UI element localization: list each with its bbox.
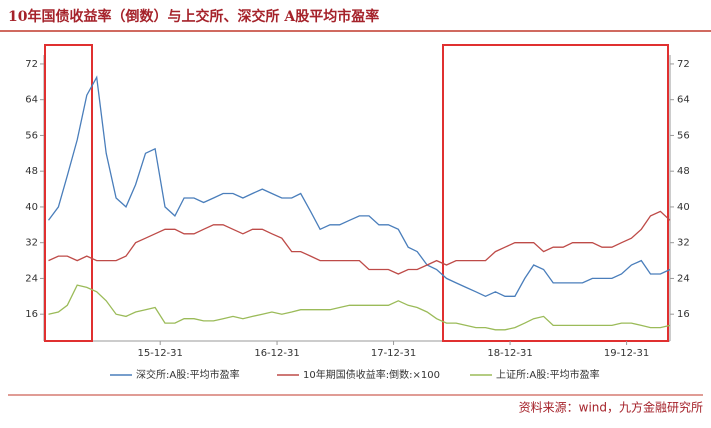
y-tick-label: 40	[25, 202, 38, 213]
highlight-box	[442, 44, 669, 342]
x-tick-label: 16-12-31	[254, 348, 299, 359]
highlight-box	[44, 44, 93, 342]
legend-label: 深交所:A股:平均市盈率	[136, 368, 240, 381]
y2-tick-label: 32	[677, 238, 690, 249]
y2-tick-label: 48	[677, 166, 690, 177]
y-tick-label: 24	[25, 273, 38, 284]
x-tick-label: 15-12-31	[138, 348, 183, 359]
y-tick-label: 48	[25, 166, 38, 177]
series-line	[48, 210, 671, 275]
y-tick-label: 16	[25, 309, 38, 320]
legend-label: 上证所:A股:平均市盈率	[496, 368, 600, 381]
x-tick-label: 19-12-31	[604, 348, 649, 359]
y2-tick-label: 56	[677, 130, 690, 141]
y2-tick-label: 16	[677, 309, 690, 320]
series-line	[48, 284, 671, 331]
y2-tick-label: 72	[677, 59, 690, 70]
source: 资料来源：wind，九方金融研究所	[519, 400, 703, 415]
chart-title: 10年国债收益率（倒数）与上交所、深交所 A股平均市盈率	[8, 8, 379, 25]
legend-label: 10年期国债收益率:倒数:×100	[303, 368, 440, 381]
y-tick-label: 56	[25, 130, 38, 141]
series-line	[47, 75, 671, 298]
x-tick-label: 18-12-31	[487, 348, 532, 359]
x-tick-label: 17-12-31	[371, 348, 416, 359]
y-tick-label: 32	[25, 238, 38, 249]
y2-tick-label: 64	[677, 95, 690, 106]
y-tick-label: 64	[25, 95, 38, 106]
y2-tick-label: 24	[677, 273, 690, 284]
y2-tick-label: 40	[677, 202, 690, 213]
y-tick-label: 72	[25, 59, 38, 70]
